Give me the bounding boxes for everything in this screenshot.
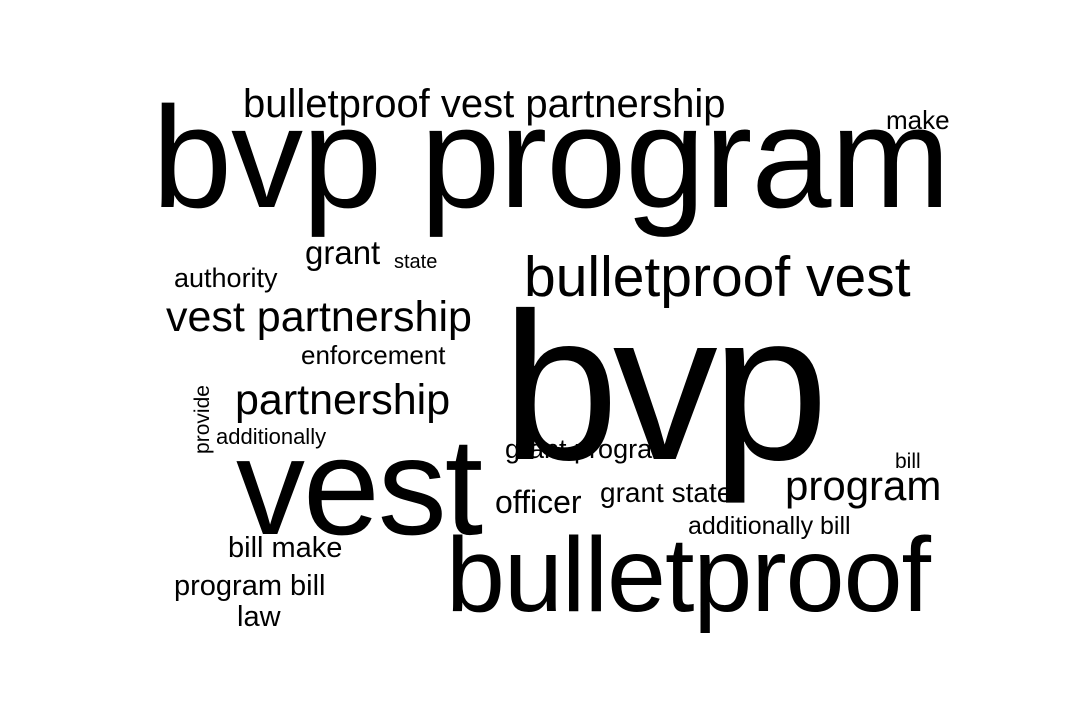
word-state: state <box>394 251 438 273</box>
word-law: law <box>237 601 281 633</box>
word-authority: authority <box>174 263 278 293</box>
word-additionally-bill: additionally bill <box>688 512 851 540</box>
word-vest: vest <box>236 410 483 564</box>
word-bulletproof-vest: bulletproof vest <box>524 245 911 309</box>
word-grant: grant <box>305 234 381 271</box>
word-bvp-program: bvp program <box>152 77 950 238</box>
word-provide: provide <box>190 385 214 454</box>
word-vest-partnership: vest partnership <box>166 293 472 341</box>
word-officer: officer <box>495 484 582 520</box>
word-partnership: partnership <box>235 376 451 424</box>
word-make: make <box>886 105 950 135</box>
word-bulletproof-vest-partnership: bulletproof vest partnership <box>243 82 726 126</box>
word-bill: bill <box>895 450 921 473</box>
word-grant-state: grant state <box>600 477 733 508</box>
word-program: program <box>785 462 942 509</box>
word-program-bill: program bill <box>174 570 326 602</box>
word-bulletproof: bulletproof <box>446 516 931 634</box>
word-additionally: additionally <box>216 424 327 449</box>
word-bill-make: bill make <box>228 532 343 564</box>
word-grant-program: grant program <box>505 434 675 464</box>
word-enforcement: enforcement <box>301 340 446 370</box>
word-bvp: bvp <box>502 269 829 504</box>
